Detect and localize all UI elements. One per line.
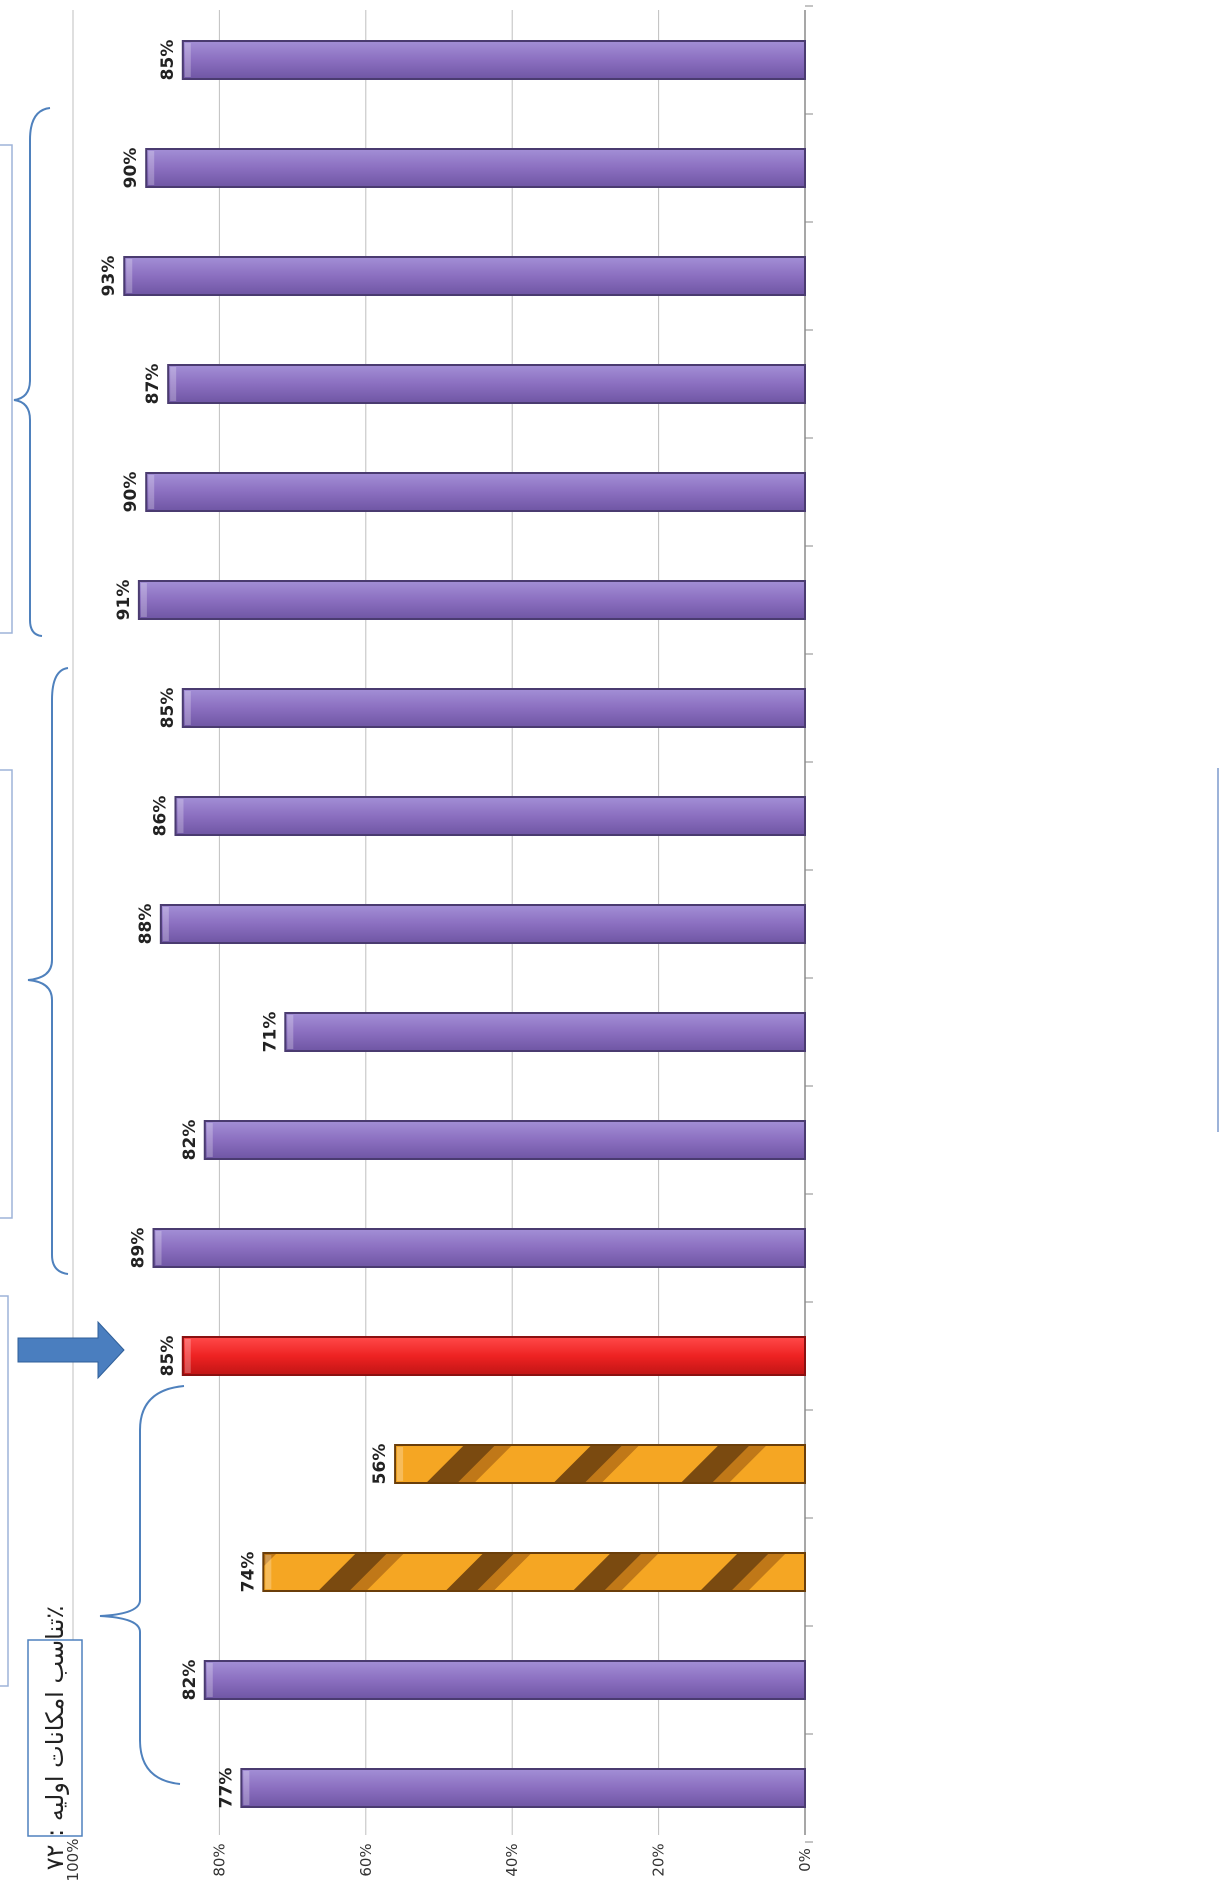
axis-ticks: 0% 20% 40% 60% 80% 100% [64, 1839, 814, 1882]
bar-highlight-edge [397, 1447, 404, 1481]
box-group-1 [0, 144, 13, 634]
bar [181, 1336, 807, 1376]
bar-highlight-edge [126, 259, 133, 293]
bar-highlight-edge [265, 1555, 272, 1589]
bar [167, 364, 807, 404]
tick-label: 20% [650, 1843, 668, 1876]
bar [123, 256, 807, 296]
bar [174, 796, 807, 836]
annotation-box [27, 1639, 83, 1837]
data-label: 87% [143, 364, 163, 405]
data-label: 82% [180, 1660, 200, 1701]
data-label: 82% [180, 1120, 200, 1161]
bar [181, 688, 807, 728]
bracket-group-2 [27, 667, 69, 1275]
data-label: 89% [129, 1228, 149, 1269]
bar-highlight-edge [170, 367, 177, 401]
data-label: 91% [114, 580, 134, 621]
data-label: 77% [216, 1768, 236, 1809]
bar-highlight-edge [155, 1231, 162, 1265]
arrow-icon [17, 1320, 125, 1380]
bar [145, 148, 806, 188]
bars [123, 40, 807, 1808]
bar [203, 1120, 806, 1160]
tick-label: 60% [357, 1843, 375, 1876]
bar [394, 1444, 806, 1484]
data-label: 85% [158, 688, 178, 729]
data-label: 90% [121, 148, 141, 189]
bracket-group-1 [13, 107, 51, 637]
annotation-text: تناسب امکانات اولیه : ۷۲٪ [41, 1606, 69, 1871]
bar-highlight-edge [148, 475, 155, 509]
bar-highlight-edge [148, 151, 155, 185]
data-labels: 85% 90% 93% 87% 90% 91% 85% 86% 88% 71% 82% 89% 85% 5… [99, 40, 390, 1809]
tick-label: 0% [796, 1848, 814, 1872]
bar-highlight-edge [184, 691, 191, 725]
box-group-3 [0, 1295, 9, 1687]
bar [159, 904, 806, 944]
data-label: 74% [238, 1552, 258, 1593]
bar [284, 1012, 806, 1052]
data-label: 85% [158, 1336, 178, 1377]
bar [137, 580, 806, 620]
tick-label: 80% [210, 1843, 228, 1876]
bar [240, 1768, 807, 1808]
bar-highlight-edge [243, 1771, 250, 1805]
data-label: 93% [99, 256, 119, 297]
bar-highlight-edge [206, 1663, 213, 1697]
bar-highlight-edge [162, 907, 169, 941]
bar [262, 1552, 806, 1592]
data-label: 90% [121, 472, 141, 513]
bar [145, 472, 806, 512]
annotation: تناسب امکانات اولیه : ۷۲٪ [27, 1606, 83, 1871]
box-group-2 [0, 769, 13, 1219]
bar [203, 1660, 806, 1700]
bar-highlight-edge [206, 1123, 213, 1157]
brackets [0, 107, 1219, 1785]
tick-label: 100% [64, 1839, 82, 1882]
bracket-group-4 [99, 1385, 185, 1785]
data-label: 85% [158, 40, 178, 81]
data-label: 88% [136, 904, 156, 945]
bar-highlight-edge [177, 799, 184, 833]
data-label: 56% [370, 1444, 390, 1485]
bar [181, 40, 807, 80]
bar-highlight-edge [287, 1015, 294, 1049]
bar-highlight-edge [140, 583, 147, 617]
bar-highlight-edge [184, 1339, 191, 1373]
data-label: 86% [150, 796, 170, 837]
data-label: 71% [260, 1012, 280, 1053]
tick-label: 40% [503, 1843, 521, 1876]
bar [152, 1228, 806, 1268]
bar-highlight-edge [184, 43, 191, 77]
